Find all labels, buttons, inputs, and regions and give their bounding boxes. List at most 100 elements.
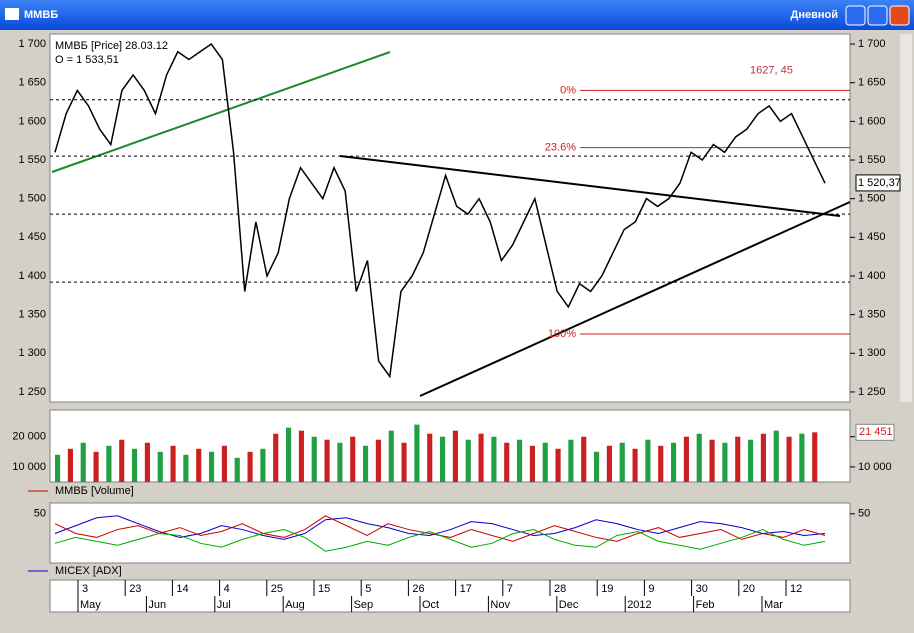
volume-bar xyxy=(555,448,561,482)
day-label: 23 xyxy=(129,583,141,595)
scrollbar[interactable] xyxy=(900,34,912,402)
trendline xyxy=(51,51,391,173)
y-tick-label: 1 300 xyxy=(858,347,886,359)
volume-bar xyxy=(581,436,587,482)
day-label: 26 xyxy=(412,583,424,595)
volume-bar xyxy=(55,454,61,482)
volume-bar xyxy=(645,439,651,482)
day-label: 3 xyxy=(82,583,88,595)
day-label: 9 xyxy=(648,583,654,595)
volume-bar xyxy=(388,430,394,482)
month-label: Dec xyxy=(559,599,579,611)
y-tick-label: 1 350 xyxy=(18,309,46,321)
fib-label: 100% xyxy=(548,328,576,340)
period-mode[interactable]: Дневной xyxy=(791,9,839,21)
close-button[interactable] xyxy=(889,5,910,26)
month-label: Sep xyxy=(354,599,374,611)
y-tick-label: 1 550 xyxy=(858,154,886,166)
y-tick-label: 1 700 xyxy=(858,38,886,50)
volume-bar xyxy=(812,432,818,482)
volume-bar xyxy=(170,445,176,482)
volume-bar xyxy=(427,433,433,482)
volume-bar xyxy=(157,451,163,482)
volume-bar xyxy=(632,448,638,482)
open-value: O = 1 533,51 xyxy=(55,54,119,66)
volume-bar xyxy=(671,442,677,482)
price-line xyxy=(54,43,826,379)
volume-bar xyxy=(786,436,792,482)
last-price-label: 1 520,37 xyxy=(858,177,901,189)
volume-bar xyxy=(465,439,471,482)
volume-bar xyxy=(606,445,612,482)
last-volume-box xyxy=(855,423,895,441)
volume-bar xyxy=(491,436,497,482)
month-label: Mar xyxy=(764,599,783,611)
volume-bar xyxy=(722,442,728,482)
y-tick-label: 1 300 xyxy=(18,347,46,359)
volume-bar xyxy=(106,445,112,482)
volume-bar xyxy=(183,454,189,482)
volume-bar xyxy=(504,442,510,482)
volume-bar xyxy=(542,442,548,482)
volume-bar xyxy=(735,436,741,482)
adx-plot xyxy=(49,502,851,564)
trendline xyxy=(339,155,841,217)
volume-bar xyxy=(93,451,99,482)
trendline xyxy=(419,201,851,397)
y-tick-label: 1 500 xyxy=(18,193,46,205)
volume-bar xyxy=(132,448,138,482)
title-bar xyxy=(0,0,914,30)
day-label: 20 xyxy=(743,583,755,595)
volume-plot xyxy=(49,409,851,483)
volume-bar xyxy=(401,442,407,482)
app-icon xyxy=(5,8,19,20)
month-label: May xyxy=(80,599,101,611)
day-label: 30 xyxy=(696,583,708,595)
peak-label: 1627, 45 xyxy=(750,64,793,76)
volume-bar xyxy=(594,451,600,482)
volume-bar xyxy=(568,439,574,482)
fib-label: 23.6% xyxy=(545,142,576,154)
volume-bar xyxy=(363,445,369,482)
volume-bar xyxy=(337,442,343,482)
maximize-button[interactable] xyxy=(867,5,888,26)
volume-bar xyxy=(773,430,779,482)
day-label: 17 xyxy=(460,583,472,595)
y-tick-label: 1 700 xyxy=(18,38,46,50)
month-label: Aug xyxy=(285,599,305,611)
volume-bar xyxy=(286,427,292,482)
minimize-button[interactable] xyxy=(845,5,866,26)
month-label: Feb xyxy=(696,599,715,611)
volume-bar xyxy=(196,448,202,482)
last-volume-label: 21 451 xyxy=(859,426,893,438)
price-plot xyxy=(49,33,851,403)
volume-bar xyxy=(375,439,381,482)
volume-bar xyxy=(517,439,523,482)
y-tick-label: 20 000 xyxy=(12,431,46,443)
day-label: 4 xyxy=(224,583,230,595)
time-axis xyxy=(49,579,851,613)
day-label: 28 xyxy=(554,583,566,595)
y-tick-label: 50 xyxy=(858,508,870,520)
last-price-box xyxy=(855,174,901,192)
volume-legend: ММВБ [Volume] xyxy=(55,485,134,497)
day-label: 19 xyxy=(601,583,613,595)
y-tick-label: 10 000 xyxy=(12,461,46,473)
volume-bar xyxy=(709,439,715,482)
y-tick-label: 1 600 xyxy=(858,115,886,127)
volume-bar xyxy=(311,436,317,482)
y-tick-label: 1 400 xyxy=(858,270,886,282)
volume-bar xyxy=(760,433,766,482)
y-tick-label: 1 450 xyxy=(18,231,46,243)
volume-bar xyxy=(619,442,625,482)
volume-bar xyxy=(748,439,754,482)
day-label: 15 xyxy=(318,583,330,595)
y-tick-label: 1 650 xyxy=(18,77,46,89)
volume-bar xyxy=(209,451,215,482)
volume-bar xyxy=(440,436,446,482)
y-tick-label: 1 400 xyxy=(18,270,46,282)
y-tick-label: 1 550 xyxy=(18,154,46,166)
volume-bar xyxy=(144,442,150,482)
y-tick-label: 1 250 xyxy=(18,386,46,398)
